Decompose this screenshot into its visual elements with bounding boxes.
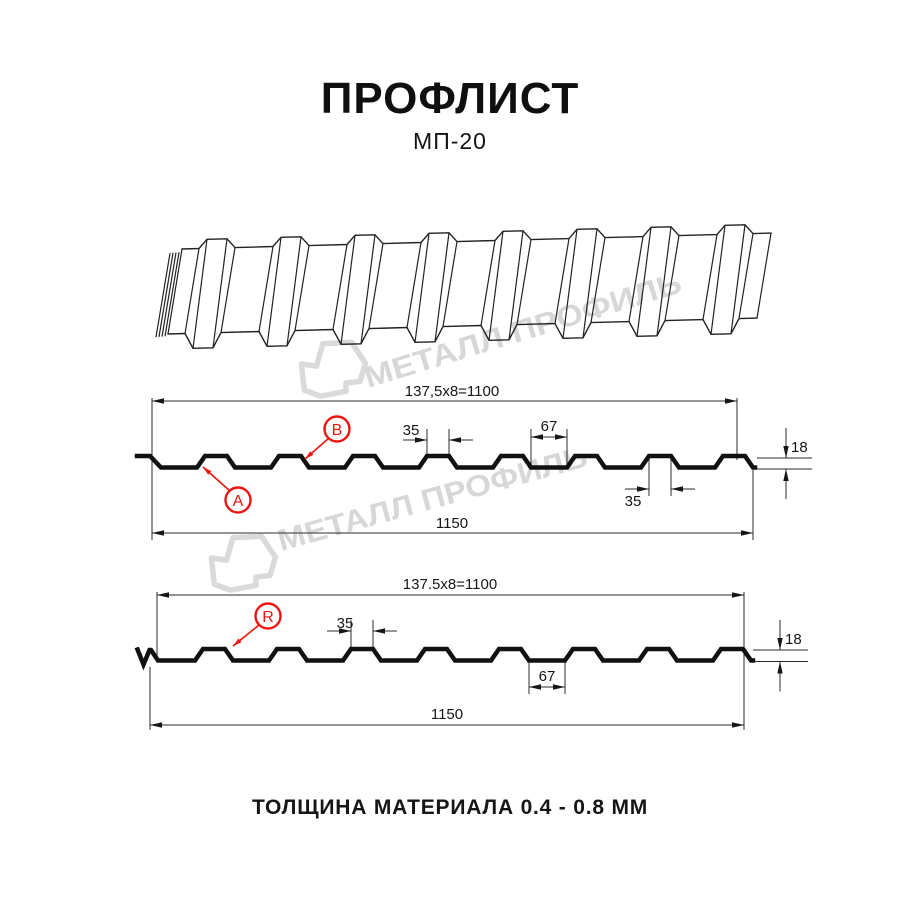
dim-rib-width-top: 35: [403, 422, 420, 439]
dim-rib-width-bottom: 35: [337, 615, 354, 632]
dim-height-top: 18: [791, 439, 808, 456]
callout-a-label: A: [233, 493, 244, 510]
dim-height-bottom: 18: [785, 631, 802, 648]
cross-section-top-dimensions: [151, 398, 812, 540]
page-title: ПРОФЛИСТ: [320, 74, 580, 123]
cross-section-bottom-dimensions: [149, 592, 808, 730]
callout-a-circle: [224, 486, 252, 514]
metall-profil-logo-icon: [208, 533, 279, 593]
dim-valley-width-top: 67: [541, 418, 558, 435]
dim-module-width-top: 137,5x8=1100: [405, 383, 499, 400]
cross-section-bottom-profile: [134, 646, 756, 671]
dim-module-width-bottom: 137.5x8=1100: [403, 576, 497, 593]
callout-r-label: R: [262, 609, 274, 626]
dim-valley-width-bottom: 67: [539, 668, 556, 685]
profiled-sheet-3d-view: [155, 224, 772, 350]
dim-overall-width-top: 1150: [436, 515, 468, 532]
material-thickness-note: ТОЛЩИНА МАТЕРИАЛА 0.4 - 0.8 ММ: [251, 796, 649, 819]
callout-leaders: [202, 437, 330, 647]
profile-model-name: МП-20: [413, 128, 487, 154]
callout-r-circle: [254, 602, 282, 630]
dim-overall-width-bottom: 1150: [431, 706, 463, 723]
metall-profil-logo-icon: [298, 339, 369, 399]
callout-b-label: B: [332, 422, 343, 439]
callout-b-circle: [323, 415, 351, 443]
cross-section-top-profile: [134, 453, 758, 470]
dim-rib-width-top-below: 35: [625, 493, 642, 510]
